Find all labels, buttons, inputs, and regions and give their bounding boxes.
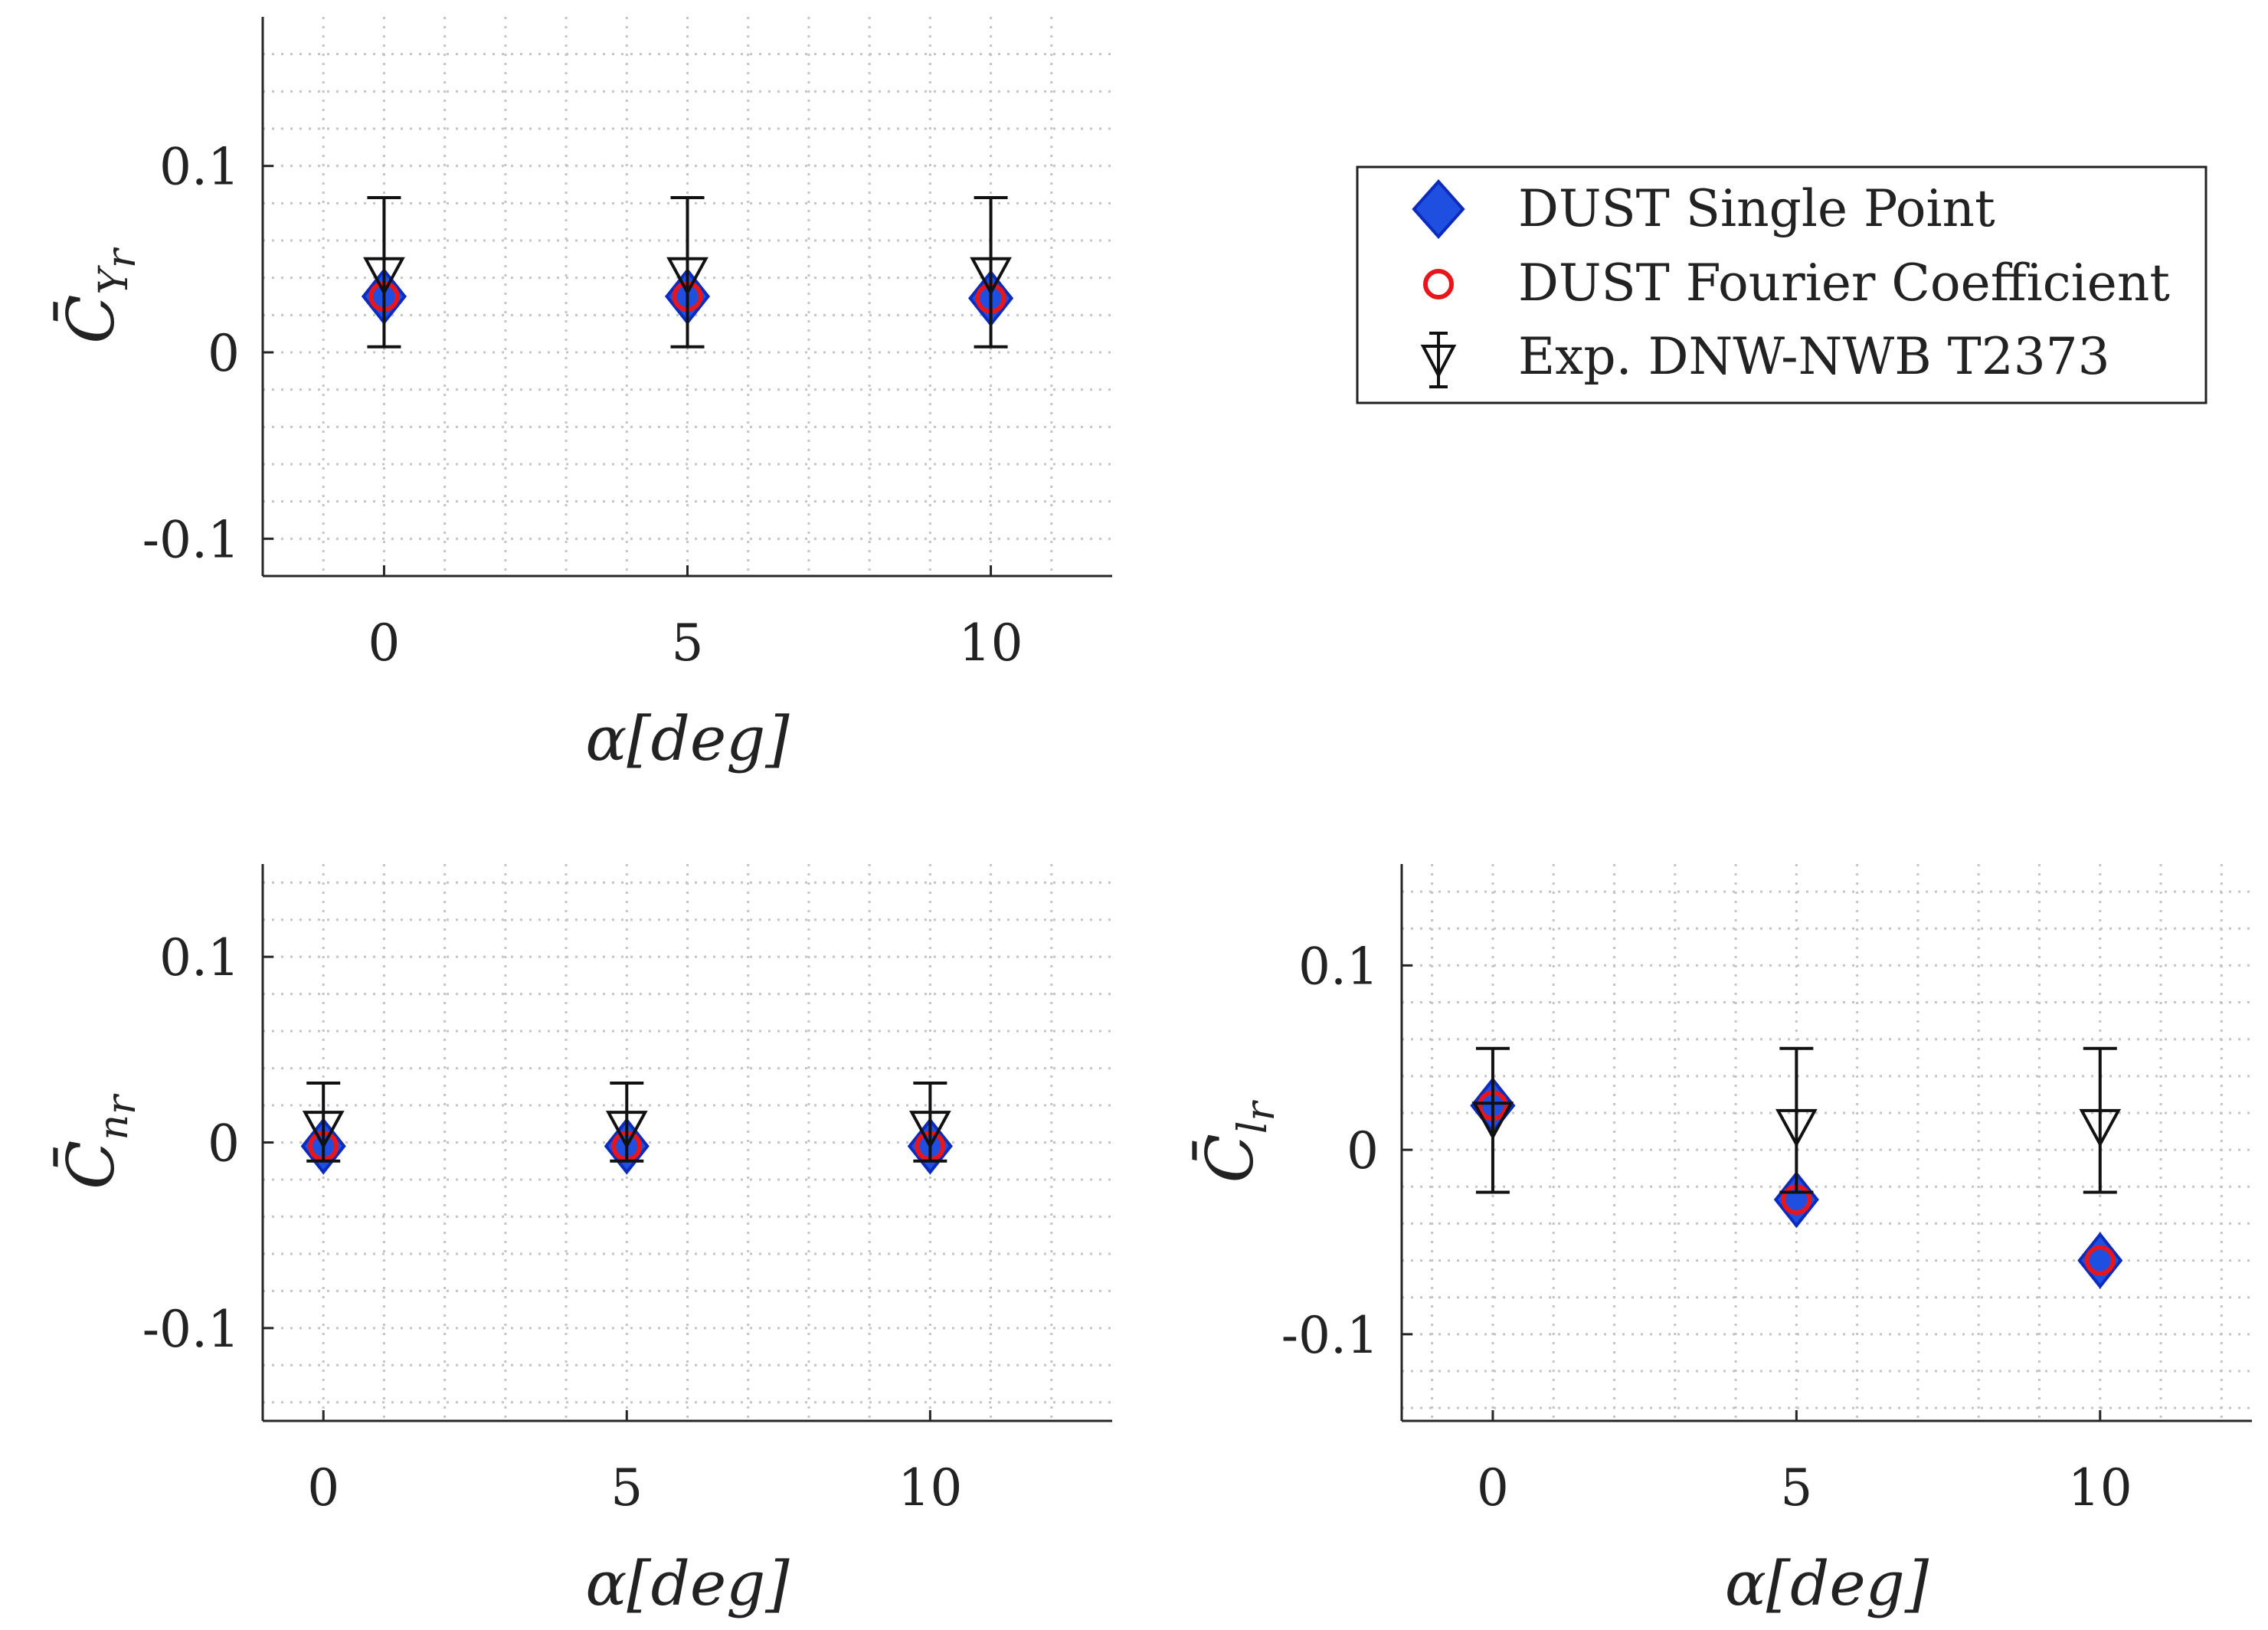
experiment-marker [970,257,1012,296]
x-tick-label: 0 [368,614,400,673]
y-axis-label-sub: n [91,1114,137,1141]
experiment-marker [908,1111,951,1150]
y-axis-label-sub: Y [91,264,137,294]
y-tick-label: 0.1 [159,928,240,987]
x-tick-label: 10 [2068,1458,2132,1517]
legend-triangle-down-marker [1420,345,1457,379]
y-axis-label-subsub: r [1238,1099,1284,1121]
grid [1402,864,2252,1421]
y-axis-label: C̄Yr [53,247,145,344]
y-axis-label: C̄nr [53,1093,145,1190]
x-axis-label: α[deg] [585,703,790,774]
x-tick-label: 0 [307,1458,339,1517]
experiment-marker [2079,1108,2122,1148]
experiment-marker [1471,1101,1514,1141]
x-tick-label: 5 [1780,1458,1812,1517]
legend-entry-experiment: Exp. DNW-NWB T2373 [1420,327,2110,388]
experiment-marker [1775,1108,1818,1148]
panel-cl: 0 5 10 -0.1 0 0.1 α[deg] C̄lr [1192,864,2252,1619]
legend-label-experiment: Exp. DNW-NWB T2373 [1518,327,2110,386]
legend-entry-single-point: DUST Single Point [1412,178,1995,240]
grid [263,864,1112,1421]
y-axis-label: C̄lr [1192,1099,1284,1183]
grid [263,17,1112,576]
x-tick-label: 5 [672,614,704,673]
x-tick-label: 10 [959,614,1023,673]
x-tick-label: 10 [898,1458,962,1517]
experiment-marker [605,1111,648,1150]
single-point-marker [2077,1232,2123,1289]
y-tick-label: 0 [208,324,240,383]
x-axis-label: α[deg] [1725,1548,1929,1619]
panel-cn: 0 5 10 -0.1 0 0.1 α[deg] C̄nr [53,864,1112,1619]
experiment-marker [363,257,405,296]
y-axis-label-subsub: r [99,247,145,268]
y-axis-label-sub: l [1230,1121,1276,1134]
legend-label-single-point: DUST Single Point [1518,179,1995,238]
y-axis-label-base: C̄ [1192,1134,1268,1183]
y-tick-label: 0 [208,1114,240,1173]
legend-box [1356,165,2207,404]
y-tick-label: -0.1 [1281,1306,1379,1365]
y-tick-label: -0.1 [142,510,240,569]
experiment-marker [302,1111,345,1150]
legend-entry-fourier: DUST Fourier Coefficient [1423,254,2170,313]
legend: DUST Single Point DUST Fourier Coefficie… [1356,165,2207,404]
y-axis-label-base: C̄ [53,294,129,343]
x-axis-label: α[deg] [585,1548,790,1619]
y-tick-label: 0.1 [1298,937,1379,996]
fourier-marker [2084,1245,2116,1276]
y-tick-label: 0 [1347,1121,1379,1180]
legend-diamond-marker [1412,178,1465,240]
y-axis-label-base: C̄ [53,1141,129,1190]
experiment-marker [666,257,709,296]
y-tick-label: -0.1 [142,1300,240,1359]
y-tick-label: 0.1 [159,138,240,197]
y-axis-label-subsub: r [99,1093,145,1114]
legend-circle-marker [1423,269,1454,299]
x-tick-label: 0 [1477,1458,1509,1517]
legend-label-fourier: DUST Fourier Coefficient [1518,254,2170,313]
x-tick-label: 5 [610,1458,643,1517]
panel-cy: 0 5 10 -0.1 0 0.1 α[deg] C̄Yr [53,17,1112,774]
